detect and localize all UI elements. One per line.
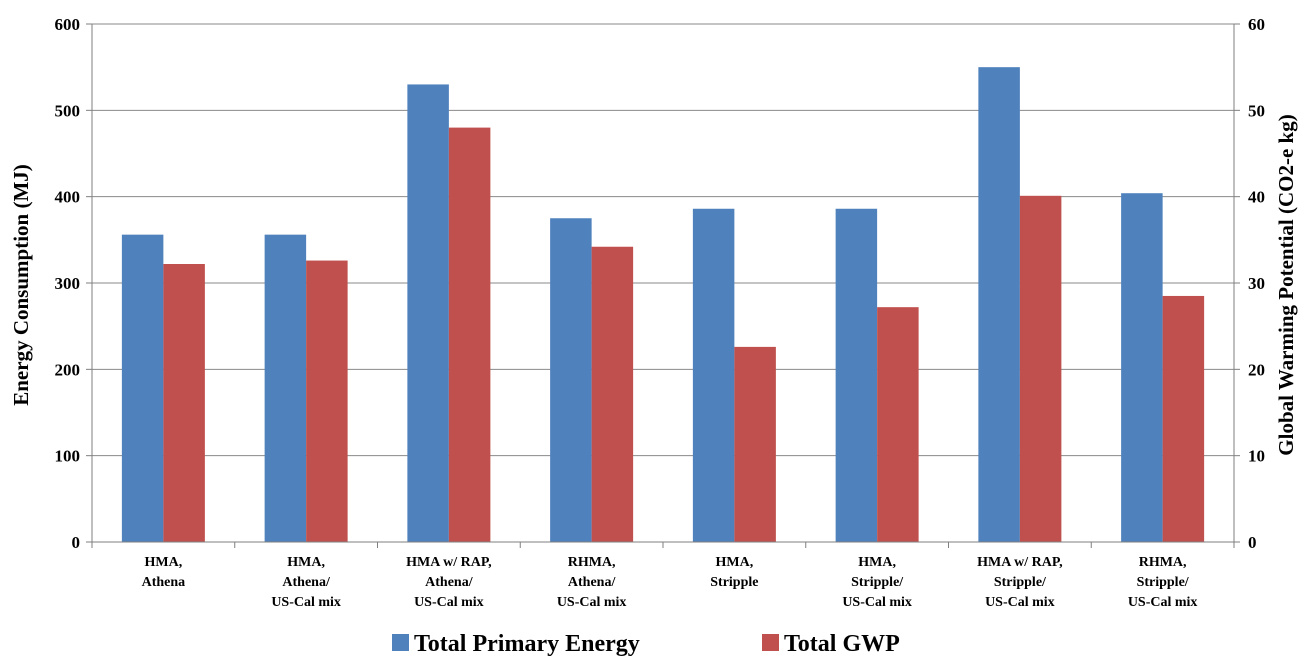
right-tick-label: 20: [1248, 360, 1265, 379]
gwp-bar: [306, 260, 348, 542]
category-labels: HMA, Athena HMA, Athena/US-Cal mix HMA w/ RA…: [142, 555, 1198, 610]
legend-item-gwp-label: Total GWP: [784, 631, 900, 657]
gwp-bar: [1162, 295, 1205, 542]
left-tick-label: 600: [55, 15, 81, 34]
right-tick-label: 10: [1248, 447, 1265, 466]
category-label: RHMA, Athena/US-Cal mix: [557, 555, 627, 610]
left-tick-label: 0: [72, 533, 81, 552]
energy-bar: [264, 234, 307, 543]
legend: Total Primary Energy Total GWP: [392, 631, 900, 657]
category-label: RHMA, Stripple/US-Cal mix: [1128, 555, 1198, 610]
left-tick-label: 500: [55, 101, 81, 120]
left-axis-ticks: 0 100 200 300 400 500 600: [55, 15, 81, 552]
right-axis-title: Global Warming Potential (CO2-e kg): [1274, 114, 1298, 455]
left-tick-label: 200: [55, 360, 81, 379]
energy-bar: [692, 208, 735, 542]
left-axis-title: Energy Consumption (MJ): [9, 164, 33, 406]
right-axis-ticks: 0 10 20 30 40 50 60: [1248, 15, 1265, 552]
left-tick-label: 300: [55, 274, 81, 293]
energy-bar: [1121, 193, 1163, 543]
right-tick-label: 40: [1248, 188, 1265, 207]
energy-bar: [550, 218, 592, 542]
legend-item-energy-swatch: [392, 634, 409, 651]
legend-item-gwp-swatch: [762, 634, 779, 651]
gwp-bar: [163, 264, 205, 542]
right-tick-label: 50: [1248, 101, 1265, 120]
gridlines: [92, 23, 1234, 457]
energy-bar: [407, 84, 449, 542]
energy-bar: [835, 208, 878, 542]
energy-bar: [978, 67, 1020, 543]
left-tick-label: 400: [55, 188, 81, 207]
right-tick-label: 60: [1248, 15, 1265, 34]
gwp-bar: [877, 307, 919, 542]
category-label: HMA w/ RAP, Athena/US-Cal mix: [406, 555, 491, 610]
legend-item-energy-label: Total Primary Energy: [414, 631, 640, 657]
right-tick-label: 0: [1248, 533, 1257, 552]
energy-bar: [121, 234, 164, 543]
axes: [86, 23, 1240, 548]
category-label: HMA w/ RAP, Stripple/US-Cal mix: [977, 555, 1062, 610]
category-label: HMA, Athena/US-Cal mix: [271, 555, 341, 610]
category-label: HMA, Stripple/US-Cal mix: [842, 555, 912, 610]
left-tick-label: 100: [55, 447, 81, 466]
bars: [121, 67, 1205, 543]
category-label: HMA, Athena: [142, 555, 186, 590]
gwp-bar: [591, 246, 634, 543]
gwp-bar: [448, 127, 491, 542]
category-label: HMA, Stripple: [710, 555, 758, 590]
gwp-bar: [1019, 195, 1062, 542]
right-tick-label: 30: [1248, 274, 1265, 293]
gwp-bar: [734, 346, 776, 542]
